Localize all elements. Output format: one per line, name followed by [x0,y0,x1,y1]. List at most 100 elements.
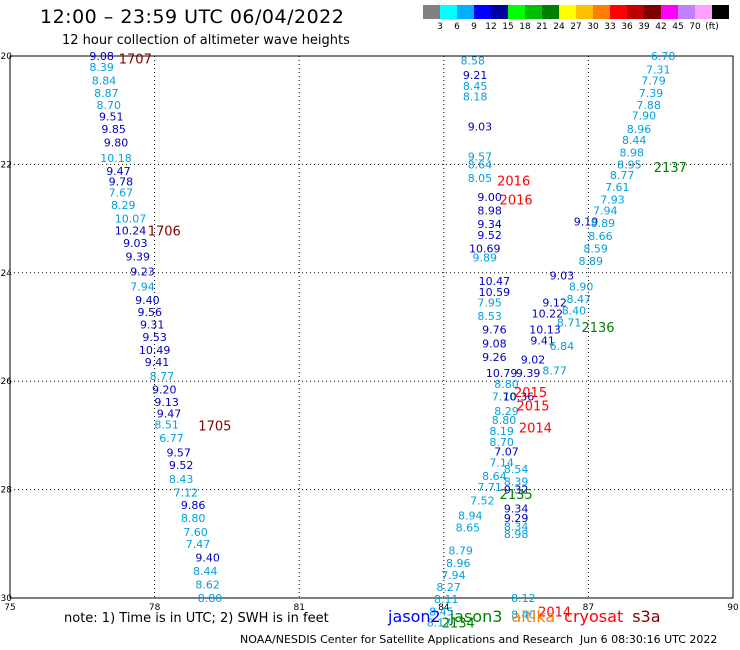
color-scale-cell [423,5,440,19]
track-label: 2014 [538,606,571,621]
wave-height-value: 7.95 [477,297,502,310]
track-label: 1706 [148,225,181,240]
wave-height-value: 8.44 [622,134,647,147]
wave-height-value: 8.34 [504,520,529,533]
wave-height-value: 9.80 [104,137,129,150]
wave-height-value: 8.79 [448,544,473,557]
wave-height-value: 9.56 [138,306,163,319]
wave-height-value: 8.66 [588,230,613,243]
wave-height-value: 8.98 [620,146,645,159]
wave-height-value: 8.53 [477,310,502,323]
track-label: 2134 [442,616,475,631]
color-scale-cell [627,5,644,19]
legend-jason2: jason2 [388,607,441,626]
color-scale-label: 24 [553,22,565,32]
wave-height-value: 8.71 [557,317,582,330]
color-scale-label: (ft) [705,22,719,32]
wave-height-value: 8.40 [562,305,587,318]
wave-height-value: 7.94 [130,280,155,293]
wave-height-value: 9.52 [169,459,194,472]
track-label: 2015 [516,400,549,415]
color-scale-cell [593,5,610,19]
y-tick-label: -20 [0,52,12,62]
wave-height-value: 7.93 [600,194,625,207]
wave-height-value: 9.85 [101,123,126,136]
wave-height-value: 9.26 [482,351,507,364]
wave-height-value: 9.21 [463,69,488,82]
wave-height-value: 8.80 [181,512,206,525]
color-scale-label: 36 [621,22,633,32]
wave-height-value: 8.77 [610,169,635,182]
wave-height-value: 7.31 [646,64,671,77]
wave-height-value: 8.45 [463,80,488,93]
y-tick-label: -26 [0,377,12,387]
track-label: 2016 [500,194,533,209]
wave-height-value: 7.60 [183,526,208,539]
color-scale-cell [661,5,678,19]
wave-height-value: 8.29 [111,199,136,212]
wave-height-value: 9.08 [482,337,507,350]
wave-height-value: 8.87 [94,87,119,100]
track-label: 1707 [119,53,152,68]
wave-height-value: 8.80 [492,414,517,427]
color-scale-label: 45 [672,22,684,32]
wave-height-value: 8.58 [460,54,485,67]
wave-height-value: 10.24 [115,225,147,238]
wave-height-value: 8.98 [504,528,529,541]
plot-frame [9,55,734,599]
wave-height-value: 8.89 [591,217,616,230]
generated-time: Jun 6 08:30:16 UTC 2022 [580,633,718,646]
wave-height-value: 8.70 [489,436,514,449]
wave-height-value: 9.31 [140,318,165,331]
wave-height-value: 9.08 [89,50,114,63]
wave-height-value: 10.59 [479,286,511,299]
wave-height-value: 9.57 [166,447,191,460]
wave-height-value: 7.12 [174,486,199,499]
wave-height-value: 9.00 [477,191,502,204]
color-scale-label: 15 [502,22,514,32]
track-label: 2015 [514,386,547,401]
wave-height-value: 7.47 [186,538,211,551]
wave-height-value: 9.40 [135,294,160,307]
wave-height-value: 8.94 [458,510,483,523]
x-tick-label: 78 [149,603,161,613]
wave-height-value: 8.77 [150,370,175,383]
color-scale-cell [644,5,661,19]
wave-height-value: 9.20 [152,383,177,396]
x-tick-label: 81 [293,603,304,613]
wave-height-value: 8.17 [427,616,452,629]
wave-height-value: 8.80 [494,378,519,391]
wave-height-value: 8.70 [97,99,122,112]
track-label: 2016 [497,175,530,190]
wave-height-value: 8.40 [511,608,536,621]
wave-height-value: 6.77 [159,432,184,445]
wave-height-value: 8.96 [627,123,652,136]
wave-height-value: 8.98 [477,204,502,217]
wave-height-value: 7.39 [639,87,664,100]
track-label: 2137 [654,161,687,176]
wave-height-value: 8.77 [542,364,567,377]
wave-height-value: 8.96 [446,557,471,570]
wave-height-value: 7.90 [632,110,657,123]
color-scale-label: 39 [638,22,650,32]
wave-height-value: 7.79 [641,74,666,87]
wave-height-value: 8.90 [569,280,594,293]
wave-height-value: 8.51 [154,419,179,432]
wave-height-value: 8.95 [617,158,642,171]
credit-text: NOAA/NESDIS Center for Satellite Applica… [240,633,574,646]
wave-height-value: 9.32 [504,484,529,497]
color-scale-cell [474,5,491,19]
wave-height-value: 8.64 [468,158,493,171]
color-scale-cell [508,5,525,19]
color-scale-cell [542,5,559,19]
wave-height-value: 10.47 [479,275,511,288]
wave-height-value: 7.94 [593,204,618,217]
wave-height-value: 9.89 [473,252,498,265]
wave-height-value: 7.88 [636,99,661,112]
wave-height-value: 10.22 [532,307,564,320]
legend-jason3: jason3 [449,607,503,626]
color-scale-cell [491,5,508,19]
wave-height-value: 8.18 [463,91,488,104]
wave-height-value: 8.19 [489,425,514,438]
